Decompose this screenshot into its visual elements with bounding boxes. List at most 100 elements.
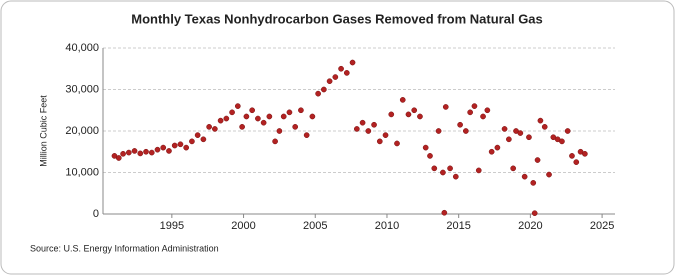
data-point: [338, 65, 344, 72]
data-point: [160, 144, 167, 151]
data-point: [376, 138, 383, 145]
data-point: [321, 86, 327, 93]
data-point: [510, 165, 517, 172]
data-point: [239, 124, 245, 130]
data-point: [441, 209, 448, 216]
data-point: [115, 155, 122, 161]
data-point: [559, 138, 565, 145]
data-point: [137, 150, 144, 157]
data-point: [292, 124, 299, 130]
data-point: [243, 113, 250, 120]
x-tick-label: 2005: [303, 220, 327, 232]
data-point: [303, 132, 310, 138]
data-point: [534, 157, 541, 163]
data-point: [427, 153, 433, 159]
data-point: [411, 107, 418, 114]
data-point: [422, 144, 429, 151]
x-tick-label: 1995: [160, 220, 184, 232]
data-point: [546, 171, 552, 178]
data-point: [272, 138, 278, 145]
data-point: [143, 148, 149, 155]
data-point: [353, 126, 360, 132]
data-point: [573, 159, 580, 165]
data-point: [447, 165, 453, 172]
data-point: [484, 107, 491, 114]
data-point: [212, 126, 218, 132]
data-point: [255, 115, 261, 122]
data-point: [506, 136, 512, 143]
data-point: [206, 124, 212, 130]
data-point: [166, 148, 172, 154]
data-point: [494, 144, 501, 151]
data-point: [260, 119, 267, 126]
data-point: [382, 132, 389, 138]
data-point: [399, 97, 406, 103]
data-point: [315, 90, 321, 97]
data-point: [286, 109, 293, 116]
data-point: [309, 113, 316, 120]
data-point: [541, 124, 548, 130]
data-point: [526, 134, 532, 141]
data-point: [531, 210, 538, 217]
x-tick-label: 2020: [518, 220, 542, 232]
data-point: [462, 128, 469, 134]
x-tick-label: 2000: [231, 220, 255, 232]
data-point: [326, 78, 333, 85]
y-tick-label: 0: [93, 208, 99, 220]
x-tick-label: 2025: [590, 220, 614, 232]
chart-title: Monthly Texas Nonhydrocarbon Gases Remov…: [131, 11, 543, 26]
y-tick-label: 10,000: [65, 166, 99, 178]
data-point: [582, 150, 588, 157]
data-point: [480, 113, 486, 120]
data-point: [394, 140, 400, 147]
data-point: [457, 121, 463, 128]
data-point: [343, 70, 350, 76]
data-point: [440, 169, 446, 176]
x-tick-label: 2010: [375, 220, 399, 232]
data-point: [194, 132, 201, 138]
y-tick-label: 40,000: [65, 42, 99, 54]
data-point: [371, 121, 377, 128]
y-tick-label: 30,000: [65, 83, 99, 95]
data-point: [120, 150, 126, 157]
data-point: [405, 111, 412, 118]
data-point: [537, 117, 544, 124]
y-tick-label: 20,000: [65, 125, 99, 137]
data-point: [442, 104, 449, 110]
data-point: [234, 103, 241, 109]
data-point: [388, 111, 395, 118]
data-point: [177, 141, 184, 148]
data-point: [471, 103, 478, 109]
x-tick-label: 2015: [446, 220, 470, 232]
data-point: [452, 173, 459, 180]
data-point: [521, 173, 528, 180]
data-point: [417, 113, 423, 120]
data-point: [249, 107, 256, 114]
data-point: [349, 59, 356, 66]
data-point: [435, 128, 442, 134]
data-point: [298, 107, 304, 114]
data-point: [125, 149, 132, 156]
data-point: [359, 119, 366, 126]
data-point: [200, 136, 207, 143]
data-point: [223, 115, 230, 122]
data-point: [365, 128, 372, 134]
data-point: [171, 142, 178, 149]
source-note: Source: U.S. Energy Information Administ…: [30, 243, 219, 253]
data-point: [467, 109, 473, 116]
data-point: [431, 165, 438, 172]
data-point: [154, 146, 161, 153]
data-point: [517, 130, 524, 136]
data-point: [332, 74, 339, 80]
data-point: [189, 138, 195, 145]
data-point: [280, 113, 287, 120]
data-point: [148, 149, 155, 156]
data-point: [276, 128, 283, 134]
data-point: [183, 144, 190, 151]
data-point: [569, 153, 575, 159]
data-point: [501, 126, 508, 132]
data-point: [530, 180, 537, 186]
y-axis-label: Million Cubic Feet: [38, 95, 48, 167]
